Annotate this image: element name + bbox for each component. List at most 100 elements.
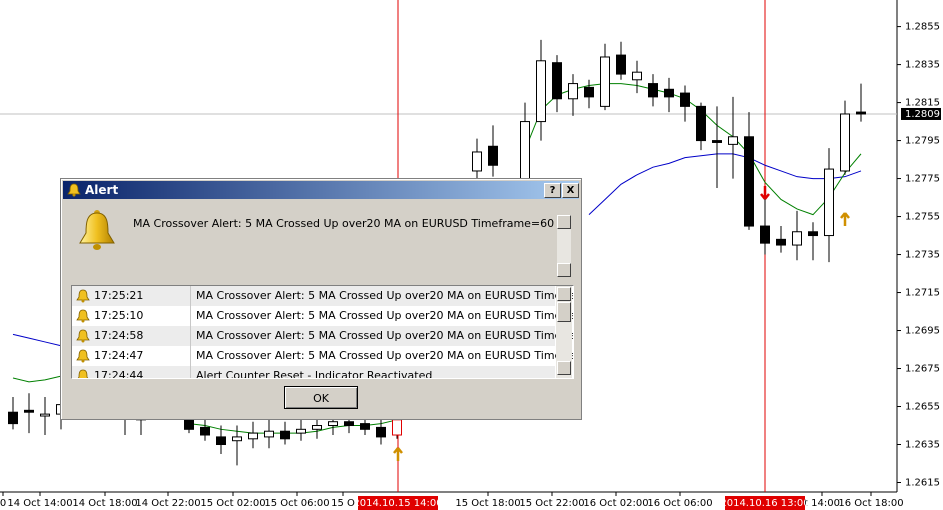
row-time: 17:24:47	[94, 349, 144, 362]
price-tick-label: 1.2815	[905, 98, 940, 109]
time-label: 15 Oct 02:00	[200, 498, 265, 509]
time-label: 15 Oct 18:00	[455, 498, 520, 509]
candle-body	[728, 136, 738, 145]
candle-body	[536, 60, 546, 123]
candle-body	[552, 62, 562, 100]
time-label: 14 Oct 18:00	[72, 498, 137, 509]
signal-arrow	[393, 447, 403, 461]
ma20-line	[12, 153, 862, 347]
current-price-label: 1.2809	[905, 109, 940, 120]
price-tick-label: 1.2775	[905, 174, 940, 185]
price-tick-label: 1.2755	[905, 212, 940, 223]
candle-body	[392, 419, 402, 436]
candle-body	[216, 436, 226, 446]
row-message: Alert Counter Reset - Indicator Reactiva…	[196, 369, 433, 379]
price-tick-label: 1.2615	[905, 478, 940, 489]
candle-body	[472, 151, 482, 172]
candle-body	[200, 426, 210, 436]
row-bell-icon	[76, 309, 90, 323]
alert-dialog: Alert ? X MA Crossover Alert: 5 MA Cross…	[60, 178, 582, 420]
candle-body	[712, 140, 722, 143]
alert-row[interactable]: 17:24:44 Alert Counter Reset - Indicator …	[72, 366, 555, 379]
candle-body	[344, 421, 354, 427]
column-divider	[190, 306, 191, 326]
help-button[interactable]: ?	[544, 183, 561, 198]
alert-list: 17:25:21 MA Crossover Alert: 5 MA Crossed…	[71, 285, 574, 379]
price-tick-label: 1.2855	[905, 22, 940, 33]
candle-body	[360, 423, 370, 430]
scroll-up[interactable]	[557, 215, 571, 229]
candle-body	[696, 105, 706, 142]
close-button[interactable]: X	[562, 183, 579, 198]
list-scroll-down[interactable]	[557, 361, 571, 375]
time-label: 15 O	[331, 498, 355, 509]
list-scroll-up[interactable]	[557, 287, 571, 301]
list-scrollbar	[556, 286, 572, 378]
candle-body	[376, 426, 386, 438]
signal-arrow	[840, 212, 850, 226]
candle-body	[792, 231, 802, 246]
candle-body	[232, 436, 242, 442]
candle-body	[24, 409, 34, 413]
price-tick-label: 1.2795	[905, 136, 940, 147]
alert-row[interactable]: 17:24:47 MA Crossover Alert: 5 MA Crossed…	[72, 346, 573, 367]
candle-body	[280, 430, 290, 440]
row-time: 17:25:10	[94, 309, 144, 322]
time-highlight-label: 2014.10.15 14:00	[353, 498, 442, 509]
title-bar: Alert ? X	[63, 181, 579, 199]
candle-body	[616, 54, 626, 75]
column-divider	[190, 326, 191, 346]
bell-icon-small	[67, 183, 81, 197]
row-time: 17:25:21	[94, 289, 144, 302]
candle-body	[600, 56, 610, 107]
candle-body	[248, 432, 258, 440]
candle-body	[744, 136, 754, 227]
column-divider	[190, 286, 191, 306]
row-time: 17:24:44	[94, 369, 144, 379]
time-label: 0	[0, 498, 6, 509]
ok-button[interactable]: OK	[284, 386, 358, 409]
time-label: 15 Oct 06:00	[264, 498, 329, 509]
row-bell-icon	[76, 349, 90, 363]
row-message: MA Crossover Alert: 5 MA Crossed Up over…	[196, 289, 574, 302]
candle-body	[184, 419, 194, 430]
candle-body	[584, 86, 594, 98]
list-scroll-thumb[interactable]	[557, 302, 571, 322]
price-tick-label: 1.2695	[905, 326, 940, 337]
time-highlight-label: 2014.10.16 13:00	[720, 498, 809, 509]
row-bell-icon	[76, 289, 90, 303]
alert-row[interactable]: 17:25:10 MA Crossover Alert: 5 MA Crossed…	[72, 306, 573, 327]
candle-body	[40, 413, 50, 417]
candle-body	[488, 145, 498, 166]
price-tick-label: 1.2675	[905, 364, 940, 375]
signal-arrow	[760, 186, 770, 200]
alert-row[interactable]: 17:24:58 MA Crossover Alert: 5 MA Crossed…	[72, 326, 573, 347]
candle-body	[856, 111, 866, 115]
candle-body	[568, 83, 578, 100]
time-label: t 14:00	[804, 498, 840, 509]
time-label: 16 Oct 06:00	[647, 498, 712, 509]
price-tick-label: 1.2835	[905, 60, 940, 71]
candle-body	[312, 425, 322, 430]
time-label: 15 Oct 22:00	[519, 498, 584, 509]
candle-body	[296, 428, 306, 434]
alert-row[interactable]: 17:25:21 MA Crossover Alert: 5 MA Crossed…	[72, 286, 573, 307]
candle-body	[648, 83, 658, 98]
candle-body	[760, 225, 770, 244]
time-label: 16 Oct 18:00	[838, 498, 903, 509]
time-highlight	[358, 496, 438, 510]
row-bell-icon	[77, 369, 89, 378]
message-scrollbar	[557, 215, 571, 277]
time-label: 14 Oct 14:00	[7, 498, 72, 509]
column-divider	[190, 366, 191, 378]
candle-body	[664, 88, 674, 98]
candle-body	[776, 238, 786, 246]
scroll-down[interactable]	[557, 263, 571, 277]
candle-body	[680, 92, 690, 107]
candle-body	[8, 411, 18, 425]
row-bell-icon	[76, 329, 90, 343]
time-label: 16 Oct 02:00	[583, 498, 648, 509]
candle-body	[808, 231, 818, 237]
